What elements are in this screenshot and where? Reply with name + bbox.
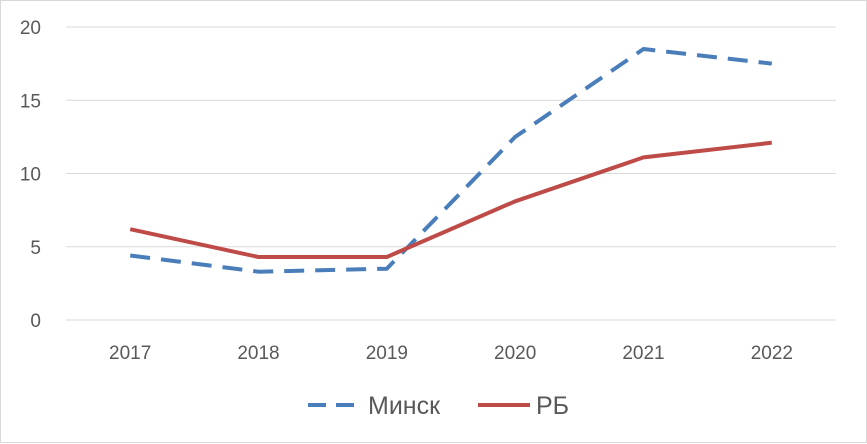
legend-label: РБ xyxy=(536,392,569,420)
legend-label: Минск xyxy=(368,392,441,420)
legend: Минск РБ xyxy=(308,392,569,420)
x-tick-label: 2019 xyxy=(366,343,408,364)
x-tick-label: 2017 xyxy=(109,343,151,364)
series-lines xyxy=(130,49,772,272)
series-line-1 xyxy=(130,143,772,257)
y-tick-label: 5 xyxy=(30,238,41,259)
x-tick-label: 2018 xyxy=(237,343,279,364)
x-tick-label: 2021 xyxy=(622,343,664,364)
series-line-0 xyxy=(130,49,772,272)
y-tick-label: 0 xyxy=(30,311,41,332)
y-tick-label: 15 xyxy=(20,91,41,112)
gridlines xyxy=(66,27,836,320)
x-axis-ticks: 2017 2018 2019 2020 2021 2022 xyxy=(109,343,793,364)
y-tick-label: 20 xyxy=(20,18,41,39)
x-tick-label: 2020 xyxy=(494,343,536,364)
y-tick-label: 10 xyxy=(20,165,41,186)
x-tick-label: 2022 xyxy=(751,343,793,364)
y-axis-ticks: 0 5 10 15 20 xyxy=(20,18,41,332)
